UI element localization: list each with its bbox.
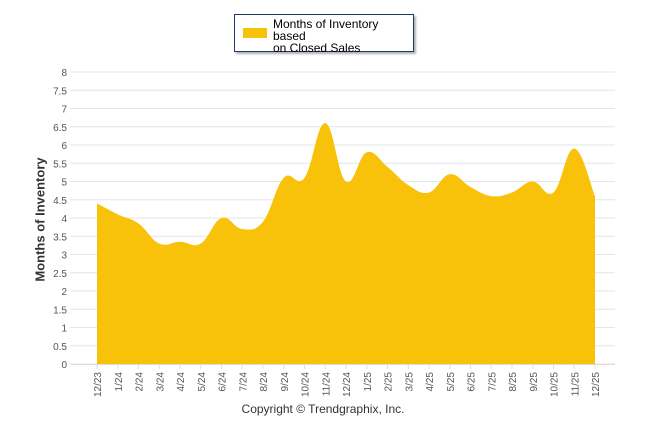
y-tick-label: 2 bbox=[61, 287, 67, 298]
x-tick-label: 1/24 bbox=[114, 372, 125, 392]
y-tick-label: 4.5 bbox=[53, 196, 67, 207]
y-tick-label: 0 bbox=[61, 360, 67, 371]
x-tick-label: 6/24 bbox=[218, 372, 229, 392]
x-tick-label: 9/25 bbox=[529, 372, 540, 392]
x-tick-label: 7/24 bbox=[238, 372, 249, 392]
x-tick-label: 8/25 bbox=[508, 372, 519, 392]
x-axis: 12/23 1/24 2/24 3/24 4/24 5/24 6/24 7/24 8/24 9/2… bbox=[70, 364, 615, 397]
x-tick-label: 4/25 bbox=[425, 372, 436, 392]
y-tick-label: 6.5 bbox=[53, 123, 67, 134]
x-tick-label: 12/24 bbox=[342, 372, 353, 397]
x-tick-label: 3/25 bbox=[404, 372, 415, 392]
legend-swatch bbox=[243, 28, 267, 38]
x-tick-label: 4/24 bbox=[176, 372, 187, 392]
x-tick-label: 8/24 bbox=[259, 372, 270, 392]
x-tick-label: 11/25 bbox=[570, 372, 581, 397]
y-tick-label: 3 bbox=[61, 251, 67, 262]
legend-label: Months of Inventory based on Closed Sale… bbox=[273, 17, 379, 55]
copyright-text: Copyright © Trendgraphix, Inc. bbox=[241, 402, 405, 416]
y-tick-label: 8 bbox=[61, 68, 67, 79]
x-tick-label: 3/24 bbox=[155, 372, 166, 392]
x-tick-label: 11/24 bbox=[321, 372, 332, 397]
y-tick-label: 0.5 bbox=[53, 342, 67, 353]
x-tick-label: 2/24 bbox=[135, 372, 146, 392]
x-tick-label: 5/24 bbox=[197, 372, 208, 392]
area-fill bbox=[97, 123, 595, 364]
y-tick-label: 3.5 bbox=[53, 232, 67, 243]
y-tick-label: 1 bbox=[61, 324, 67, 335]
x-tick-label: 6/25 bbox=[467, 372, 478, 392]
y-tick-label: 7.5 bbox=[53, 86, 67, 97]
y-axis-label: Months of Inventory bbox=[32, 157, 48, 282]
legend: Months of Inventory based on Closed Sale… bbox=[234, 14, 414, 55]
x-tick-label: 9/24 bbox=[280, 372, 291, 392]
y-tick-label: 2.5 bbox=[53, 269, 67, 280]
x-tick-label: 5/25 bbox=[446, 372, 457, 392]
x-tick-label: 2/25 bbox=[384, 372, 395, 392]
y-tick-label: 5.5 bbox=[53, 159, 67, 170]
x-tick-label: 7/25 bbox=[487, 372, 498, 392]
y-axis-ticks: 0 0.5 1 1.5 2 2.5 3 3.5 4 4.5 5 5.5 6 6.5 7 7.5 8 bbox=[53, 68, 67, 371]
series-area bbox=[97, 123, 595, 364]
y-tick-label: 5 bbox=[61, 178, 67, 189]
x-tick-label: 12/23 bbox=[93, 372, 104, 397]
y-tick-label: 4 bbox=[61, 214, 67, 225]
y-tick-label: 6 bbox=[61, 141, 67, 152]
x-tick-label: 10/24 bbox=[301, 372, 312, 397]
y-tick-label: 7 bbox=[61, 105, 67, 116]
x-tick-label: 12/25 bbox=[591, 372, 602, 397]
x-tick-label: 1/25 bbox=[363, 372, 374, 392]
y-tick-label: 1.5 bbox=[53, 305, 67, 316]
x-tick-label: 10/25 bbox=[550, 372, 561, 397]
